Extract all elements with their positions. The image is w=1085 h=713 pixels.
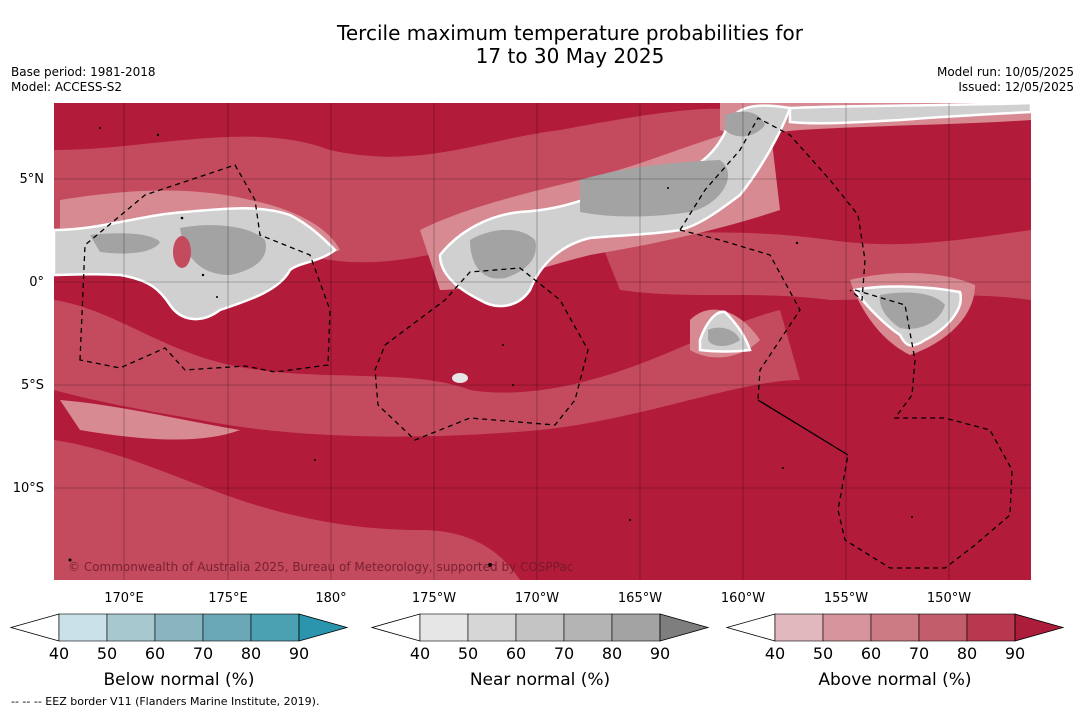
meta-right: Model run: 10/05/2025 Issued: 12/05/2025 xyxy=(937,65,1074,95)
lon-label-155w: 155°W xyxy=(824,591,868,606)
lon-label-180: 180° xyxy=(315,591,346,606)
lon-label-165w: 165°W xyxy=(618,591,662,606)
model-run: Model run: 10/05/2025 xyxy=(936,65,1074,79)
legend-near-tick: 70 xyxy=(554,644,574,663)
legend-near-tick: 40 xyxy=(410,644,430,663)
above-normal-spot xyxy=(173,236,191,268)
lon-label-170e: 170°E xyxy=(104,591,144,606)
legend-below-tick: 90 xyxy=(289,644,309,663)
legend-near-label: Near normal (%) xyxy=(470,670,610,690)
legend-above-tick: 40 xyxy=(765,644,785,663)
legend-above-swatch-1 xyxy=(822,613,872,642)
legend-above-tick: 50 xyxy=(813,644,833,663)
lon-label-150w: 150°W xyxy=(927,591,971,606)
chart-title: Tercile maximum temperature probabilitie… xyxy=(0,22,1085,68)
lat-label-0: 0° xyxy=(29,275,44,290)
legend-below-swatch-3 xyxy=(202,613,252,642)
lon-label-170w: 170°W xyxy=(515,591,559,606)
legend-near-swatch-4 xyxy=(611,613,661,642)
legend-above-tick: 70 xyxy=(909,644,929,663)
lon-label-160w: 160°W xyxy=(721,591,765,606)
legend-above-max-cap xyxy=(1014,613,1065,642)
legend-below-swatch-2 xyxy=(154,613,204,642)
legend-near-tick: 80 xyxy=(602,644,622,663)
legend-below-swatch-4 xyxy=(250,613,300,642)
legend-below-swatch-0 xyxy=(58,613,108,642)
lon-label-175w: 175°W xyxy=(412,591,456,606)
title-line-2: 17 to 30 May 2025 xyxy=(475,44,665,68)
base-period: Base period: 1981-2018 xyxy=(11,65,156,79)
island-dots xyxy=(68,127,913,567)
legend-above-tick: 90 xyxy=(1005,644,1025,663)
near-normal-spot xyxy=(452,373,468,383)
legend-below-min-cap xyxy=(9,613,60,642)
legend-below-label: Below normal (%) xyxy=(104,670,255,690)
legend-above-swatch-2 xyxy=(870,613,920,642)
legend-above-swatch-3 xyxy=(918,613,968,642)
map-copyright: © Commonwealth of Australia 2025, Bureau… xyxy=(68,560,573,574)
legend-near-swatch-2 xyxy=(515,613,565,642)
legend-near-tick: 60 xyxy=(506,644,526,663)
legend-near-swatch-0 xyxy=(419,613,469,642)
legend-near-tick: 90 xyxy=(650,644,670,663)
legend-below: 40 50 60 70 80 90 Below normal (%) xyxy=(9,613,349,690)
legend-below-swatch-1 xyxy=(106,613,156,642)
legend-above-tick: 60 xyxy=(861,644,881,663)
eez-solid-segment xyxy=(757,399,849,456)
legend-below-tick: 70 xyxy=(193,644,213,663)
lon-label-175e: 175°E xyxy=(208,591,248,606)
model-name: Model: ACCESS-S2 xyxy=(11,80,123,94)
legend-below-tick: 40 xyxy=(49,644,69,663)
eez-note: -- -- -- EEZ border V11 (Flanders Marine… xyxy=(11,695,320,708)
legend-below-tick: 60 xyxy=(145,644,165,663)
eez-borders xyxy=(79,117,1013,569)
legend-above: 40 50 60 70 80 90 Above normal (%) xyxy=(725,613,1065,690)
legend-below-tick: 80 xyxy=(241,644,261,663)
issued-date: Issued: 12/05/2025 xyxy=(958,80,1074,94)
legend-above-min-cap xyxy=(725,613,776,642)
legend-near-min-cap xyxy=(370,613,421,642)
longitude-labels: 170°E 175°E 180° 175°W 170°W 165°W 160°W… xyxy=(104,591,971,606)
legend-near-max-cap xyxy=(659,613,710,642)
legend-above-swatch-0 xyxy=(774,613,824,642)
legend-near: 40 50 60 70 80 90 Near normal (%) xyxy=(370,613,710,690)
graticule xyxy=(54,103,1031,580)
legend-below-tick: 50 xyxy=(97,644,117,663)
legends: 40 50 60 70 80 90 Below normal (%) 40 50 60 70 80 90… xyxy=(9,613,1065,690)
near-normal-dark xyxy=(90,111,945,346)
map-plot-area: © Commonwealth of Australia 2025, Bureau… xyxy=(54,103,1031,580)
lat-label-10s: 10°S xyxy=(13,481,44,496)
legend-above-tick: 80 xyxy=(957,644,977,663)
title-line-1: Tercile maximum temperature probabilitie… xyxy=(337,21,803,45)
legend-near-swatch-1 xyxy=(467,613,517,642)
legend-near-swatch-3 xyxy=(563,613,613,642)
legend-above-swatch-4 xyxy=(966,613,1016,642)
legend-below-max-cap xyxy=(298,613,349,642)
lat-label-5s: 5°S xyxy=(21,378,44,393)
lat-label-5n: 5°N xyxy=(20,172,45,187)
latitude-labels: 5°N 0° 5°S 10°S xyxy=(13,172,44,496)
meta-left: Base period: 1981-2018 Model: ACCESS-S2 xyxy=(11,65,156,95)
legend-above-label: Above normal (%) xyxy=(818,670,971,690)
legend-near-tick: 50 xyxy=(458,644,478,663)
